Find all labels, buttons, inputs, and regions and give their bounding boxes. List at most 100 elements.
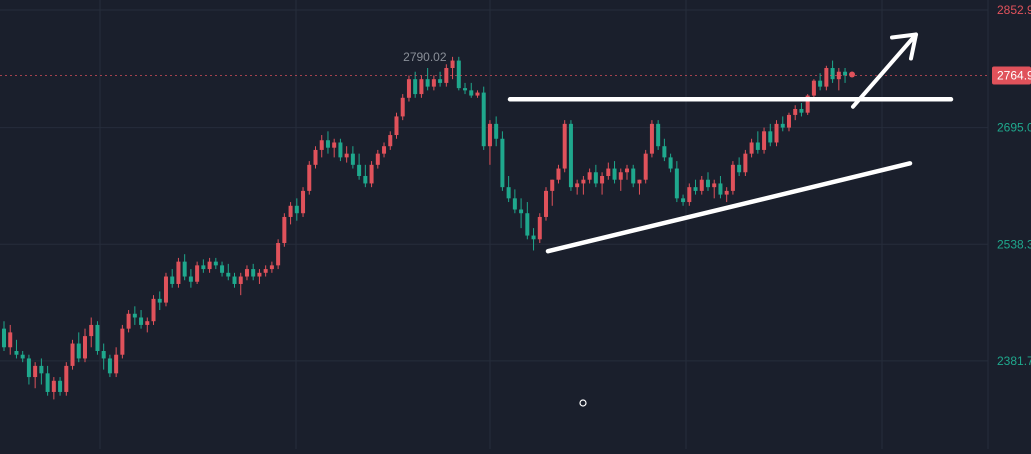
candle [307, 161, 312, 195]
candle [786, 112, 791, 132]
candle [463, 82, 468, 95]
candle-body [413, 79, 418, 95]
candle [824, 65, 829, 91]
candle [593, 164, 598, 188]
candle-body [39, 365, 44, 374]
candle-body [269, 265, 274, 270]
candle [107, 354, 112, 378]
candle-body [699, 179, 704, 191]
candle-body [737, 164, 742, 173]
candle-body [625, 168, 629, 173]
candle [730, 161, 735, 195]
candle [830, 60, 835, 83]
candle [20, 350, 25, 363]
breakout-arrow[interactable] [851, 32, 918, 109]
breakout-arrow-shaft [851, 32, 918, 109]
candle-body [674, 168, 679, 199]
candle-body [500, 138, 505, 188]
candle-body [126, 313, 131, 329]
candle-body [556, 168, 561, 180]
candle-body [382, 146, 387, 154]
candle-body [818, 80, 823, 87]
candle [332, 138, 337, 158]
candle-body [755, 142, 760, 150]
candle [487, 120, 492, 165]
candle [774, 120, 779, 147]
price-axis[interactable]: 2852.9 2695.0 2538.3 2381.7 [987, 0, 1031, 449]
candle [724, 187, 729, 203]
price-axis-tick-label: 2852.9 [997, 3, 1031, 17]
candle [400, 94, 405, 121]
candle [213, 257, 218, 270]
candle-body [550, 179, 555, 191]
candle [718, 175, 723, 199]
candle [319, 135, 324, 158]
candle-body [469, 90, 474, 96]
candle-body [743, 153, 748, 173]
candle [600, 172, 605, 195]
breakout-arrow-head [890, 32, 918, 61]
candle [656, 120, 661, 150]
candle-body [14, 350, 19, 355]
candle [33, 362, 38, 389]
candle-body [805, 95, 810, 113]
candle-body [89, 324, 94, 337]
candle [618, 168, 623, 191]
candle [132, 306, 137, 325]
candle [257, 269, 262, 284]
candle-body [182, 261, 187, 277]
candle [531, 228, 536, 251]
drawings[interactable] [507, 32, 954, 254]
candle-body [344, 153, 349, 158]
cursor-marker [579, 399, 587, 407]
support-line[interactable] [545, 161, 913, 254]
candle [475, 90, 480, 98]
candle [163, 272, 168, 307]
candle [581, 175, 586, 195]
candle-body [693, 187, 698, 191]
candle [562, 120, 567, 173]
candle [176, 257, 181, 288]
candle [45, 365, 50, 396]
candle [120, 324, 125, 359]
price-axis-tick-label: 2695.0 [997, 121, 1031, 135]
candle [151, 295, 156, 325]
candle-body [705, 179, 710, 188]
candle [705, 172, 710, 191]
candle [51, 377, 56, 400]
candle [76, 332, 81, 363]
candle [637, 179, 642, 195]
candle-body [363, 175, 368, 184]
candle [288, 202, 293, 225]
candle-body [257, 272, 262, 277]
candle-body [188, 276, 193, 282]
candle [70, 339, 75, 370]
candle-body [232, 276, 237, 284]
candle-body [195, 265, 200, 282]
candle-body [786, 114, 791, 128]
candle [537, 213, 542, 244]
candle-body [512, 198, 517, 210]
candle [500, 131, 505, 191]
candle [643, 149, 648, 184]
candle-body [749, 142, 754, 154]
candle-body [419, 79, 424, 95]
candle-body [170, 276, 175, 284]
candle [413, 71, 418, 98]
candle-body [799, 108, 804, 113]
candle [512, 189, 517, 214]
candle [612, 161, 617, 184]
candle-body [313, 149, 318, 165]
candle [456, 56, 461, 91]
candle-body [58, 380, 63, 392]
current-price-tag-bg [992, 66, 1031, 85]
candle [232, 272, 237, 288]
candle-body [712, 183, 717, 188]
candle [737, 157, 742, 176]
candle-body [238, 276, 243, 284]
candle [674, 161, 679, 203]
candles [2, 56, 856, 400]
candle [575, 179, 580, 195]
